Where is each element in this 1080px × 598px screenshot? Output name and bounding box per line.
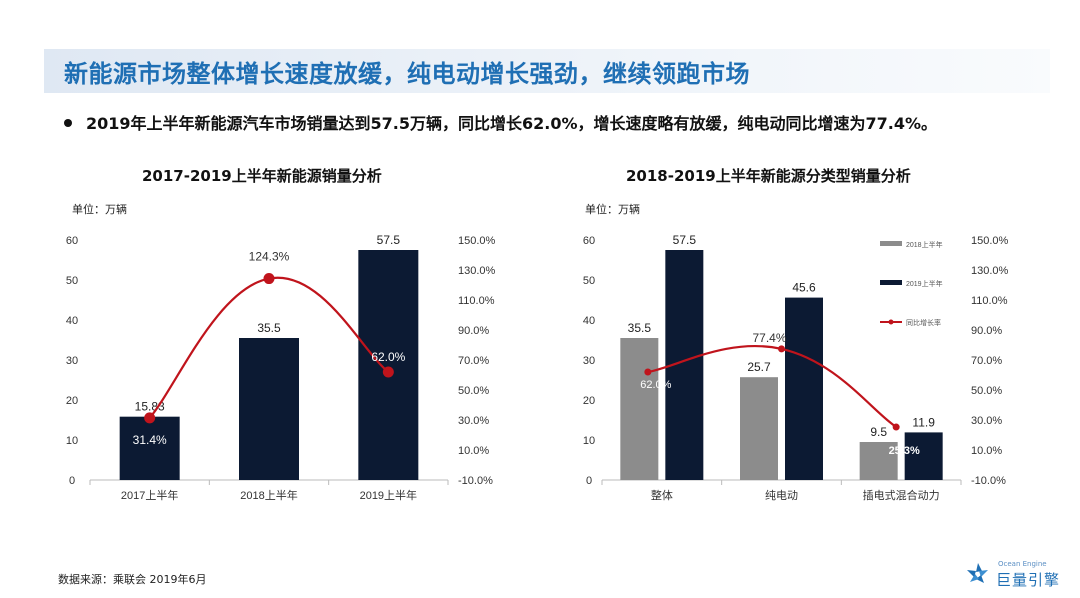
growth-rate-label: 31.4%	[133, 433, 167, 447]
y2-tick-label: 90.0%	[458, 325, 489, 337]
y2-tick-label: 150.0%	[971, 235, 1009, 247]
growth-rate-point	[382, 366, 394, 378]
y2-tick-label: 70.0%	[458, 355, 489, 367]
y2-tick-label: 50.0%	[971, 385, 1002, 397]
bar	[859, 442, 898, 480]
summary-bullet: 2019年上半年新能源汽车市场销量达到57.5万辆，同比增长62.0%，增长速度…	[64, 110, 937, 134]
bar-value-label: 11.9	[912, 415, 935, 429]
y-tick-label: 20	[66, 395, 78, 407]
y2-tick-label: 110.0%	[971, 295, 1008, 307]
y2-tick-label: -10.0%	[458, 475, 493, 487]
x-tick-label: 2019上半年	[360, 488, 417, 502]
y-tick-label: 40	[583, 315, 595, 327]
y-tick-label: 50	[583, 275, 595, 287]
x-tick-label: 插电式混合动力	[863, 488, 940, 502]
summary-text: 2019年上半年新能源汽车市场销量达到57.5万辆，同比增长62.0%，增长速度…	[86, 114, 938, 133]
y-tick-label: 0	[586, 475, 592, 487]
growth-rate-label: 62.0%	[371, 350, 405, 364]
bar	[119, 416, 180, 480]
legend-line-marker	[888, 319, 894, 325]
y2-tick-label: 90.0%	[971, 325, 1002, 337]
growth-rate-point	[263, 273, 275, 285]
x-tick-label: 2017上半年	[121, 488, 178, 502]
y-tick-label: 40	[66, 315, 78, 327]
growth-rate-point	[144, 412, 156, 424]
bar-value-label: 45.6	[792, 281, 816, 295]
x-tick-label: 纯电动	[765, 489, 798, 502]
y2-tick-label: 130.0%	[458, 265, 496, 277]
chart1-svg: 0 10 20 30 40 50 60 -10.0% 10.0% 30.0% 50.0% 70.0% 9…	[66, 233, 496, 502]
bar-value-label: 35.5	[257, 321, 281, 335]
y-tick-label: 10	[583, 435, 595, 447]
bar-value-label: 35.5	[628, 321, 652, 335]
legend-label: 同比增长率	[906, 318, 941, 327]
y2-tick-label: 150.0%	[458, 235, 496, 247]
x-tick-label: 整体	[651, 488, 673, 502]
bar	[740, 377, 778, 480]
y-tick-label: 50	[66, 275, 78, 287]
bar-value-label: 15.83	[135, 400, 165, 414]
bar	[904, 432, 943, 480]
growth-rate-point	[778, 345, 785, 353]
legend-swatch	[880, 241, 902, 246]
logo-chinese: 巨量引擎	[996, 571, 1061, 589]
bullet-dot-icon	[64, 118, 72, 127]
logo-english: Ocean Engine	[998, 560, 1047, 568]
bar-value-label: 9.5	[870, 425, 887, 439]
y-tick-label: 30	[583, 355, 595, 367]
y-tick-label: 20	[583, 395, 595, 407]
y2-tick-label: -10.0%	[971, 475, 1006, 487]
growth-rate-label: 62.0%	[640, 379, 671, 391]
y2-tick-label: 70.0%	[971, 355, 1002, 367]
y2-tick-label: 110.0%	[458, 295, 495, 307]
y-tick-label: 0	[69, 475, 75, 487]
y-tick-label: 10	[66, 435, 78, 447]
y2-tick-label: 10.0%	[971, 445, 1002, 457]
chart1-title: 2017-2019上半年新能源销量分析	[142, 167, 382, 185]
growth-rate-point	[644, 368, 652, 376]
chart2-title: 2018-2019上半年新能源分类型销量分析	[626, 167, 911, 185]
chart1-unit: 单位：万辆	[72, 203, 127, 216]
bar-value-label: 57.5	[377, 233, 401, 247]
bar	[785, 297, 823, 480]
growth-rate-label: 25.3%	[889, 445, 920, 457]
y-tick-label: 60	[66, 235, 78, 247]
bar	[358, 250, 419, 480]
ocean-engine-logo-icon	[967, 563, 988, 583]
growth-rate-point	[892, 423, 900, 431]
y2-tick-label: 30.0%	[971, 415, 1002, 427]
legend-label: 2018上半年	[906, 240, 943, 249]
legend-label: 2019上半年	[906, 279, 943, 288]
y2-tick-label: 50.0%	[458, 385, 489, 397]
y2-tick-label: 130.0%	[971, 265, 1009, 277]
y-tick-label: 60	[583, 235, 595, 247]
y2-tick-label: 30.0%	[458, 415, 489, 427]
growth-rate-label: 124.3%	[249, 250, 290, 264]
y2-tick-label: 10.0%	[458, 445, 489, 457]
title-bar	[44, 49, 1050, 93]
bar	[620, 338, 659, 480]
growth-rate-label: 77.4%	[752, 331, 786, 345]
legend-swatch	[880, 280, 902, 285]
y-tick-label: 30	[66, 355, 78, 367]
bar-value-label: 25.7	[747, 360, 771, 374]
x-tick-label: 2018上半年	[240, 488, 297, 502]
page-title: 新能源市场整体增长速度放缓，纯电动增长强劲，继续领跑市场	[64, 60, 750, 88]
bar-value-label: 57.5	[673, 233, 697, 247]
chart2-svg: 0 10 20 30 40 50 60 -10.0% 10.0% 30.0% 50.0% 70.0% 9…	[583, 233, 1009, 502]
bar	[239, 338, 299, 480]
chart2-unit: 单位：万辆	[585, 203, 640, 216]
data-source: 数据来源：乘联会 2019年6月	[58, 573, 207, 586]
